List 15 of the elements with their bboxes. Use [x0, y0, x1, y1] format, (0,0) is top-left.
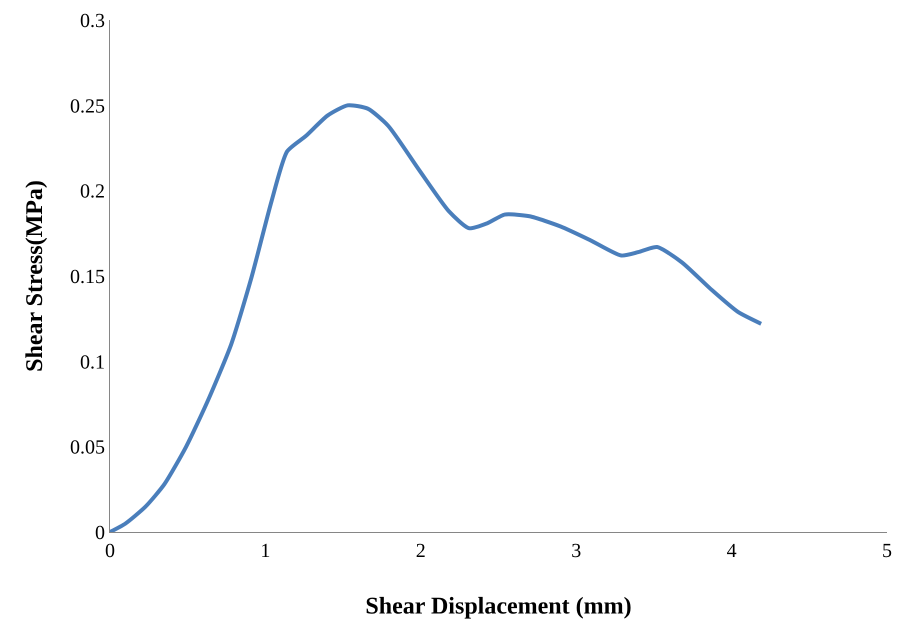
x-tick-label: 3 — [571, 540, 582, 562]
y-tick-label: 0.1 — [80, 351, 105, 374]
y-tick-label: 0.2 — [80, 180, 105, 203]
y-tick-label: 0 — [95, 522, 105, 544]
x-tick-label: 4 — [726, 540, 737, 562]
x-tick-label: 2 — [416, 540, 426, 562]
line-series — [110, 103, 764, 532]
x-tick-label: 5 — [882, 540, 892, 562]
y-tick-label: 0.3 — [80, 10, 105, 32]
y-tick-label: 0.15 — [70, 266, 105, 288]
x-tick-label: 1 — [260, 540, 270, 562]
y-axis-title: Shear Stress(MPa) — [22, 180, 48, 372]
y-tick-label: 0.25 — [70, 95, 105, 118]
x-axis-title: Shear Displacement (mm) — [365, 593, 632, 620]
y-tick-label: 0.05 — [70, 436, 105, 459]
